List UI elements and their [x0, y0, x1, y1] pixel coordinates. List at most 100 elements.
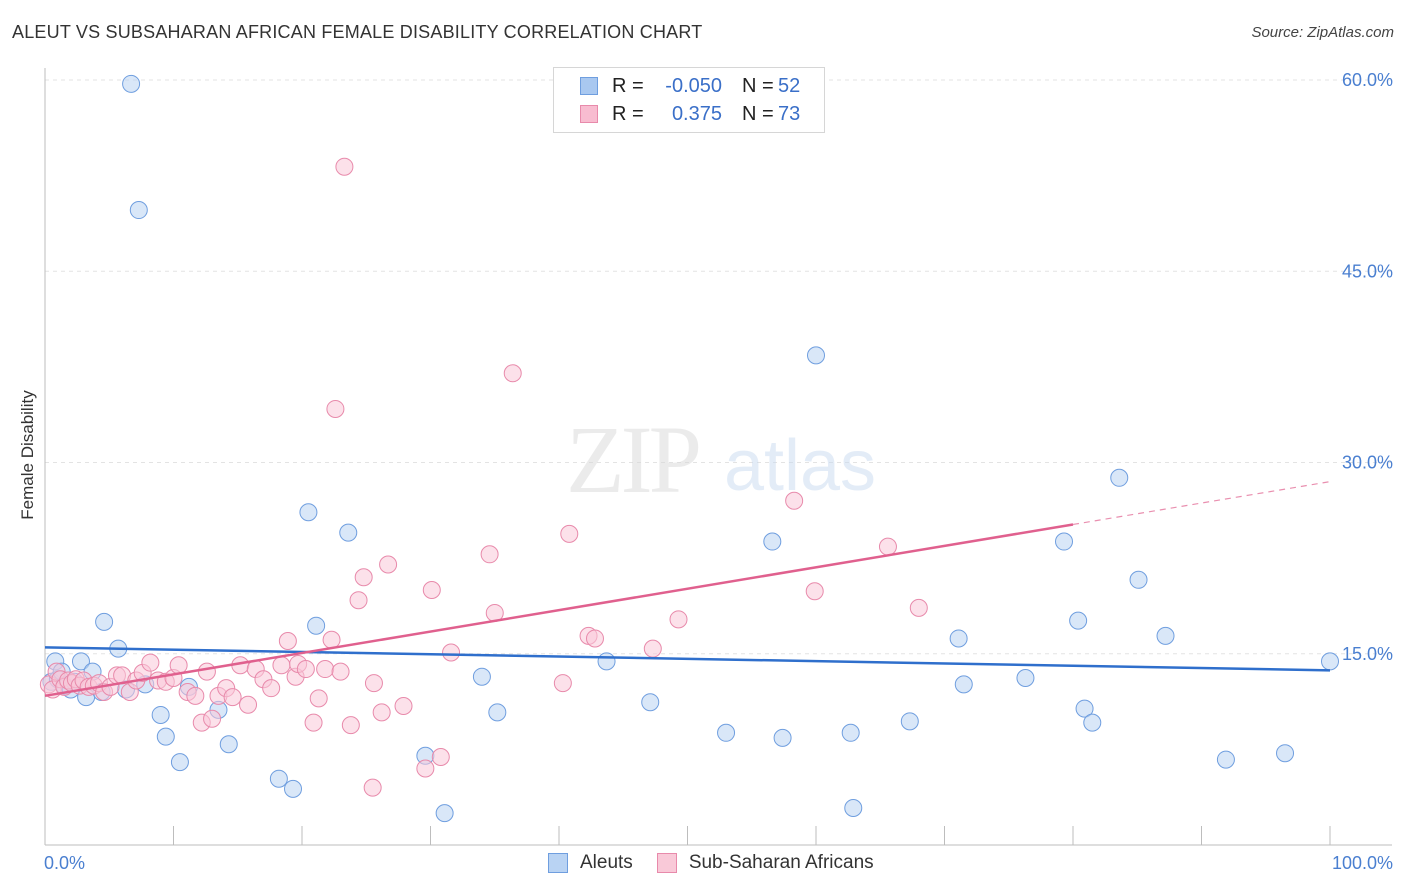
- aleut-point: [269, 769, 288, 788]
- aleut-point: [71, 652, 90, 671]
- subsaharan-point: [197, 662, 216, 681]
- subsaharan-trend-line: [44, 523, 1074, 698]
- data-points: [39, 74, 1339, 823]
- aleut-point: [122, 74, 141, 93]
- aleut-point: [435, 804, 454, 823]
- subsaharan-point: [335, 157, 354, 176]
- subsaharan-point: [394, 697, 413, 716]
- y-tick-label: 60.0%: [1342, 70, 1393, 90]
- subsaharan-point: [669, 610, 688, 629]
- aleut-point: [170, 753, 189, 772]
- subsaharan-point: [272, 656, 291, 675]
- subsaharan-point: [785, 491, 804, 510]
- aleut-point: [299, 503, 318, 522]
- series-legend: Aleuts Sub-Saharan Africans: [548, 852, 898, 874]
- subsaharan-point: [186, 686, 205, 705]
- aleut-point: [284, 779, 303, 798]
- aleut-point: [1276, 744, 1295, 763]
- watermark-zip: ZIP: [566, 406, 699, 513]
- aleut-point: [219, 735, 238, 754]
- aleut-point: [1083, 713, 1102, 732]
- r-value: 0.375: [671, 102, 722, 125]
- r-label: R =: [612, 74, 644, 97]
- subsaharan-point: [349, 591, 368, 610]
- subsaharan-point: [262, 679, 281, 698]
- legend-row-subsaharan: R = 0.375 N = 73: [580, 102, 800, 126]
- subsaharan-point: [296, 660, 315, 679]
- subsaharan-point: [239, 695, 258, 714]
- subsaharan-point: [480, 545, 499, 564]
- aleut-point: [807, 346, 825, 365]
- aleut-point: [1075, 699, 1094, 718]
- axes: [44, 68, 1392, 846]
- aleut-point: [900, 712, 919, 731]
- subsaharan-point: [422, 581, 441, 599]
- aleut-point: [129, 201, 148, 220]
- legend-row-aleuts: R = -0.050 N = 52: [580, 74, 800, 98]
- subsaharan-point: [141, 653, 160, 672]
- n-label: N =: [742, 102, 774, 125]
- watermark: ZIP atlas: [566, 406, 876, 513]
- aleut-point: [773, 728, 792, 747]
- aleut-point: [472, 667, 491, 686]
- legend-item-subsaharan[interactable]: Sub-Saharan Africans: [656, 852, 874, 874]
- subsaharan-point: [322, 630, 341, 649]
- aleut-point: [339, 523, 358, 542]
- legend-item-aleuts[interactable]: Aleuts: [548, 852, 633, 874]
- subsaharan-point: [643, 639, 662, 658]
- subsaharan-point: [909, 598, 928, 617]
- aleut-point: [1016, 668, 1035, 687]
- subsaharan-point: [309, 689, 328, 708]
- subsaharan-point: [363, 778, 382, 797]
- subsaharan-point: [331, 662, 350, 681]
- aleut-point: [307, 616, 326, 635]
- watermark-atlas: atlas: [724, 426, 876, 506]
- aleut-point: [156, 727, 175, 746]
- subsaharan-point: [203, 709, 222, 728]
- legend-swatch-aleuts: [580, 77, 598, 95]
- y-tick-label: 45.0%: [1342, 261, 1393, 281]
- aleut-point: [1156, 626, 1175, 645]
- subsaharan-point: [278, 632, 297, 650]
- y-axis-label: Female Disability: [18, 390, 37, 520]
- subsaharan-point: [364, 674, 383, 693]
- subsaharan-point: [341, 716, 360, 735]
- source-label: Source: ZipAtlas.com: [1251, 24, 1394, 41]
- trend-lines: [44, 481, 1331, 698]
- aleut-point: [717, 723, 736, 742]
- aleut-point: [1069, 611, 1088, 630]
- legend-swatch-subsaharan: [580, 105, 598, 123]
- subsaharan-point: [553, 674, 572, 693]
- n-label: N =: [742, 74, 774, 97]
- subsaharan-point: [326, 399, 345, 418]
- x-tick-label: 100.0%: [1332, 853, 1393, 873]
- aleut-point: [488, 703, 507, 722]
- subsaharan-point: [560, 524, 579, 543]
- aleut-point: [1055, 532, 1074, 551]
- chart-title: ALEUT VS SUBSAHARAN AFRICAN FEMALE DISAB…: [12, 22, 703, 42]
- subsaharan-point: [223, 688, 242, 707]
- stats-legend: R = -0.050 N = 52 R = 0.375 N = 73: [553, 67, 825, 133]
- aleut-point: [1321, 652, 1339, 671]
- gridlines: [45, 79, 1392, 655]
- aleut-point: [597, 652, 616, 671]
- subsaharan-point: [354, 568, 373, 587]
- y-tick-label: 30.0%: [1342, 453, 1393, 473]
- aleut-point: [151, 705, 170, 724]
- subsaharan-point: [304, 713, 323, 732]
- r-value: -0.050: [665, 74, 722, 97]
- aleut-trend-line: [44, 646, 1331, 672]
- x-tick-label: 0.0%: [44, 853, 85, 873]
- aleut-point: [844, 799, 863, 818]
- legend-swatch-subsaharan: [656, 853, 677, 873]
- aleut-point: [763, 532, 782, 551]
- subsaharan-point: [169, 656, 188, 675]
- subsaharan-point: [431, 748, 450, 767]
- subsaharan-point: [805, 582, 824, 601]
- subsaharan-point: [878, 537, 897, 556]
- y-tick-label: 15.0%: [1342, 644, 1393, 664]
- aleut-point: [1110, 468, 1129, 487]
- n-value: 73: [778, 102, 801, 125]
- legend-label-subsaharan: Sub-Saharan Africans: [688, 852, 874, 873]
